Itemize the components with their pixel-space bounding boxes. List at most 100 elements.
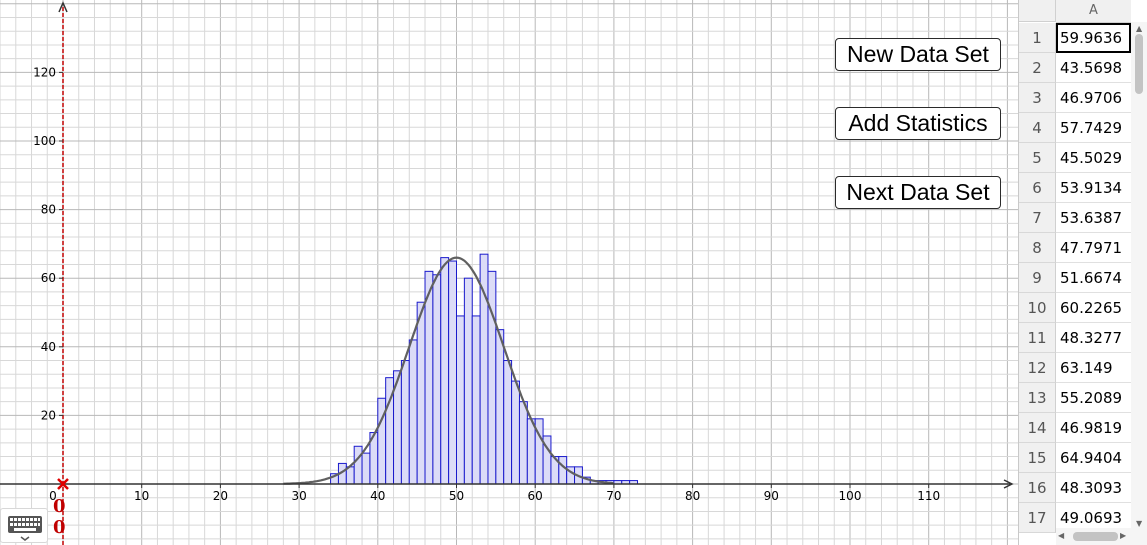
- histogram-bar: [511, 380, 520, 485]
- row-number[interactable]: 17: [1019, 503, 1056, 533]
- histogram-bar: [526, 418, 536, 485]
- horizontal-scrollbar[interactable]: ◀ ▶: [1056, 528, 1147, 545]
- scroll-down-icon[interactable]: ▼: [1136, 519, 1143, 528]
- row-number[interactable]: 7: [1019, 203, 1056, 233]
- keyboard-button[interactable]: [0, 508, 48, 543]
- x-tick-label: 40: [370, 489, 385, 503]
- histogram-bar: [448, 260, 458, 485]
- keyboard-icon: [8, 516, 42, 541]
- spreadsheet-corner: [1019, 0, 1056, 22]
- origin-x-label: 0: [53, 496, 66, 517]
- histogram-bar: [463, 277, 473, 485]
- histogram-bar: [416, 301, 426, 485]
- spreadsheet-row: 8 47.7971: [1019, 233, 1131, 263]
- spreadsheet-row: 5 45.5029: [1019, 143, 1131, 173]
- spreadsheet-row: 12 63.149: [1019, 353, 1131, 383]
- row-number[interactable]: 9: [1019, 263, 1056, 293]
- spreadsheet-row: 15 64.9404: [1019, 443, 1131, 473]
- y-tick-label: 60: [41, 271, 56, 285]
- spreadsheet-cell[interactable]: 51.6674: [1056, 263, 1131, 293]
- histogram-bar: [424, 270, 434, 485]
- scroll-right-icon[interactable]: ▶: [1120, 531, 1127, 540]
- spreadsheet-row: 2 43.5698: [1019, 53, 1131, 83]
- spreadsheet-cell[interactable]: 64.9404: [1056, 443, 1131, 473]
- spreadsheet-cell[interactable]: 45.5029: [1056, 143, 1131, 173]
- add-statistics-button[interactable]: Add Statistics: [835, 107, 1001, 140]
- spreadsheet-cell[interactable]: 47.7971: [1056, 233, 1131, 263]
- spreadsheet-cell[interactable]: 53.6387: [1056, 203, 1131, 233]
- new-data-set-button[interactable]: New Data Set: [835, 38, 1001, 71]
- histogram-bar: [400, 360, 410, 485]
- histogram-plot[interactable]: 10 20 30 40 50 60 70 80 90 100 110 0 20 40 60 80 100 120: [0, 0, 1018, 545]
- spreadsheet-cell[interactable]: 53.9134: [1056, 173, 1131, 203]
- row-number[interactable]: 10: [1019, 293, 1056, 323]
- spreadsheet-cell[interactable]: 48.3093: [1056, 473, 1131, 503]
- spreadsheet-row: 7 53.6387: [1019, 203, 1131, 233]
- row-number[interactable]: 5: [1019, 143, 1056, 173]
- spreadsheet-row: 14 46.9819: [1019, 413, 1131, 443]
- spreadsheet-row: 9 51.6674: [1019, 263, 1131, 293]
- row-number[interactable]: 15: [1019, 443, 1056, 473]
- x-tick-label: 10: [134, 489, 149, 503]
- spreadsheet-cell[interactable]: 46.9819: [1056, 413, 1131, 443]
- x-tick-label: 50: [449, 489, 464, 503]
- spreadsheet-cell[interactable]: 48.3277: [1056, 323, 1131, 353]
- y-tick-label: 20: [41, 408, 56, 422]
- x-tick-label: 80: [685, 489, 700, 503]
- row-number[interactable]: 14: [1019, 413, 1056, 443]
- x-axis-arrow: [1003, 479, 1014, 489]
- vertical-scrollbar[interactable]: ▲ ▼: [1131, 22, 1147, 530]
- spreadsheet-view[interactable]: A 1 59.9636 2 43.5698 3 46.9706 4 57.7429 5 45.50…: [1018, 0, 1147, 545]
- x-tick-label: 20: [213, 489, 228, 503]
- y-axis-arrow: [58, 1, 68, 13]
- row-number[interactable]: 8: [1019, 233, 1056, 263]
- next-data-set-button[interactable]: Next Data Set: [835, 176, 1001, 209]
- scroll-left-icon[interactable]: ◀: [1058, 531, 1065, 540]
- spreadsheet-row: 4 57.7429: [1019, 113, 1131, 143]
- row-number[interactable]: 4: [1019, 113, 1056, 143]
- spreadsheet-cell[interactable]: 46.9706: [1056, 83, 1131, 113]
- histogram-bar: [456, 315, 465, 485]
- row-number[interactable]: 2: [1019, 53, 1056, 83]
- row-number[interactable]: 13: [1019, 383, 1056, 413]
- row-number[interactable]: 6: [1019, 173, 1056, 203]
- histogram-bar: [408, 339, 418, 485]
- scroll-up-icon[interactable]: ▲: [1136, 24, 1143, 33]
- column-header-a[interactable]: A: [1056, 0, 1131, 23]
- histogram-bar: [518, 401, 528, 485]
- row-number[interactable]: 1: [1019, 23, 1056, 53]
- y-tick-label: 100: [33, 134, 56, 148]
- spreadsheet-cell[interactable]: 57.7429: [1056, 113, 1131, 143]
- x-tick-label: 100: [839, 489, 862, 503]
- row-number[interactable]: 16: [1019, 473, 1056, 503]
- horizontal-scroll-thumb[interactable]: [1073, 532, 1118, 541]
- spreadsheet-row: 10 60.2265: [1019, 293, 1131, 323]
- x-tick-label: 30: [291, 489, 306, 503]
- y-tick-label: 40: [41, 340, 56, 354]
- graphics-view[interactable]: 10 20 30 40 50 60 70 80 90 100 110 0 20 40 60 80 100 120 …: [0, 0, 1018, 545]
- spreadsheet-cell[interactable]: 43.5698: [1056, 53, 1131, 83]
- x-tick-label-zero: 0: [49, 489, 57, 503]
- spreadsheet-row: 6 53.9134: [1019, 173, 1131, 203]
- histogram-bar: [440, 257, 450, 485]
- histogram-bar: [432, 274, 442, 485]
- x-mark-icon: [57, 478, 69, 490]
- y-tick-label: 120: [33, 65, 56, 79]
- y-tick-label: 80: [41, 203, 56, 217]
- row-number[interactable]: 12: [1019, 353, 1056, 383]
- row-number[interactable]: 11: [1019, 323, 1056, 353]
- spreadsheet-cell[interactable]: 59.9636: [1056, 23, 1131, 53]
- spreadsheet-cell[interactable]: 63.149: [1056, 353, 1131, 383]
- spreadsheet-row: 11 48.3277: [1019, 323, 1131, 353]
- histogram-bar: [353, 445, 363, 485]
- x-tick-label: 70: [606, 489, 621, 503]
- spreadsheet-cell[interactable]: 60.2265: [1056, 293, 1131, 323]
- spreadsheet-cell[interactable]: 55.2089: [1056, 383, 1131, 413]
- histogram-bar: [558, 456, 568, 485]
- vertical-scroll-thumb[interactable]: [1135, 34, 1143, 94]
- histogram-bar: [361, 452, 371, 485]
- spreadsheet-row: 16 48.3093: [1019, 473, 1131, 503]
- row-number[interactable]: 3: [1019, 83, 1056, 113]
- spreadsheet-row: 3 46.9706: [1019, 83, 1131, 113]
- histogram-bar: [495, 329, 505, 485]
